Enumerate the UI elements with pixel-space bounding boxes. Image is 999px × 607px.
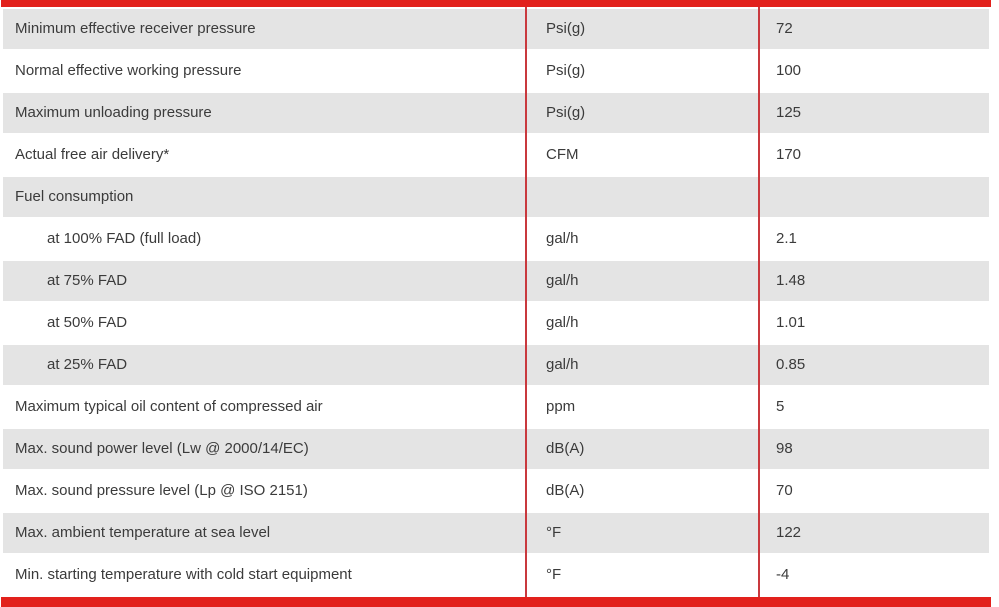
spec-label: Maximum unloading pressure [3,93,525,133]
table-row: Max. ambient temperature at sea level °F… [3,513,989,553]
spec-unit: gal/h [527,261,758,301]
table-row: Maximum unloading pressure Psi(g) 125 [3,93,989,133]
spec-label: Min. starting temperature with cold star… [3,555,525,595]
table-row: at 50% FAD gal/h 1.01 [3,303,989,343]
table-row: Max. sound power level (Lw @ 2000/14/EC)… [3,429,989,469]
spec-value: 1.48 [760,261,989,301]
top-accent-bar [1,0,991,7]
specification-table: Minimum effective receiver pressure Psi(… [1,7,991,597]
spec-unit: °F [527,513,758,553]
spec-value [760,177,989,217]
spec-unit: Psi(g) [527,51,758,91]
table-row: at 75% FAD gal/h 1.48 [3,261,989,301]
spec-value: 125 [760,93,989,133]
table-row: at 100% FAD (full load) gal/h 2.1 [3,219,989,259]
spec-label: Max. ambient temperature at sea level [3,513,525,553]
spec-label: Max. sound power level (Lw @ 2000/14/EC) [3,429,525,469]
spec-unit: Psi(g) [527,93,758,133]
spec-value: 2.1 [760,219,989,259]
spec-unit: gal/h [527,303,758,343]
spec-unit: °F [527,555,758,595]
table-row: Fuel consumption [3,177,989,217]
table-row: Max. sound pressure level (Lp @ ISO 2151… [3,471,989,511]
spec-value: 122 [760,513,989,553]
spec-label: at 75% FAD [3,261,525,301]
spec-label: Normal effective working pressure [3,51,525,91]
spec-label: at 50% FAD [3,303,525,343]
spec-label: Minimum effective receiver pressure [3,9,525,49]
spec-unit: Psi(g) [527,9,758,49]
spec-label: Max. sound pressure level (Lp @ ISO 2151… [3,471,525,511]
spec-value: 70 [760,471,989,511]
spec-unit [527,177,758,217]
column-divider-line [758,7,760,597]
table-row: Min. starting temperature with cold star… [3,555,989,595]
spec-label: Maximum typical oil content of compresse… [3,387,525,427]
table-row: Maximum typical oil content of compresse… [3,387,989,427]
spec-value: 1.01 [760,303,989,343]
column-divider-line [525,7,527,597]
spec-value: 5 [760,387,989,427]
spec-unit: dB(A) [527,429,758,469]
spec-unit: ppm [527,387,758,427]
bottom-accent-bar [1,597,991,607]
spec-label: Fuel consumption [3,177,525,217]
spec-value: 98 [760,429,989,469]
spec-value: 72 [760,9,989,49]
table-row: at 25% FAD gal/h 0.85 [3,345,989,385]
spec-value: 100 [760,51,989,91]
table-body: Minimum effective receiver pressure Psi(… [3,9,989,595]
spec-value: 170 [760,135,989,175]
table-row: Actual free air delivery* CFM 170 [3,135,989,175]
table-row: Minimum effective receiver pressure Psi(… [3,9,989,49]
spec-value: -4 [760,555,989,595]
spec-value: 0.85 [760,345,989,385]
spec-label: at 25% FAD [3,345,525,385]
table-row: Normal effective working pressure Psi(g)… [3,51,989,91]
spec-unit: gal/h [527,345,758,385]
spec-unit: dB(A) [527,471,758,511]
spec-label: Actual free air delivery* [3,135,525,175]
spec-unit: CFM [527,135,758,175]
spec-label: at 100% FAD (full load) [3,219,525,259]
spec-unit: gal/h [527,219,758,259]
